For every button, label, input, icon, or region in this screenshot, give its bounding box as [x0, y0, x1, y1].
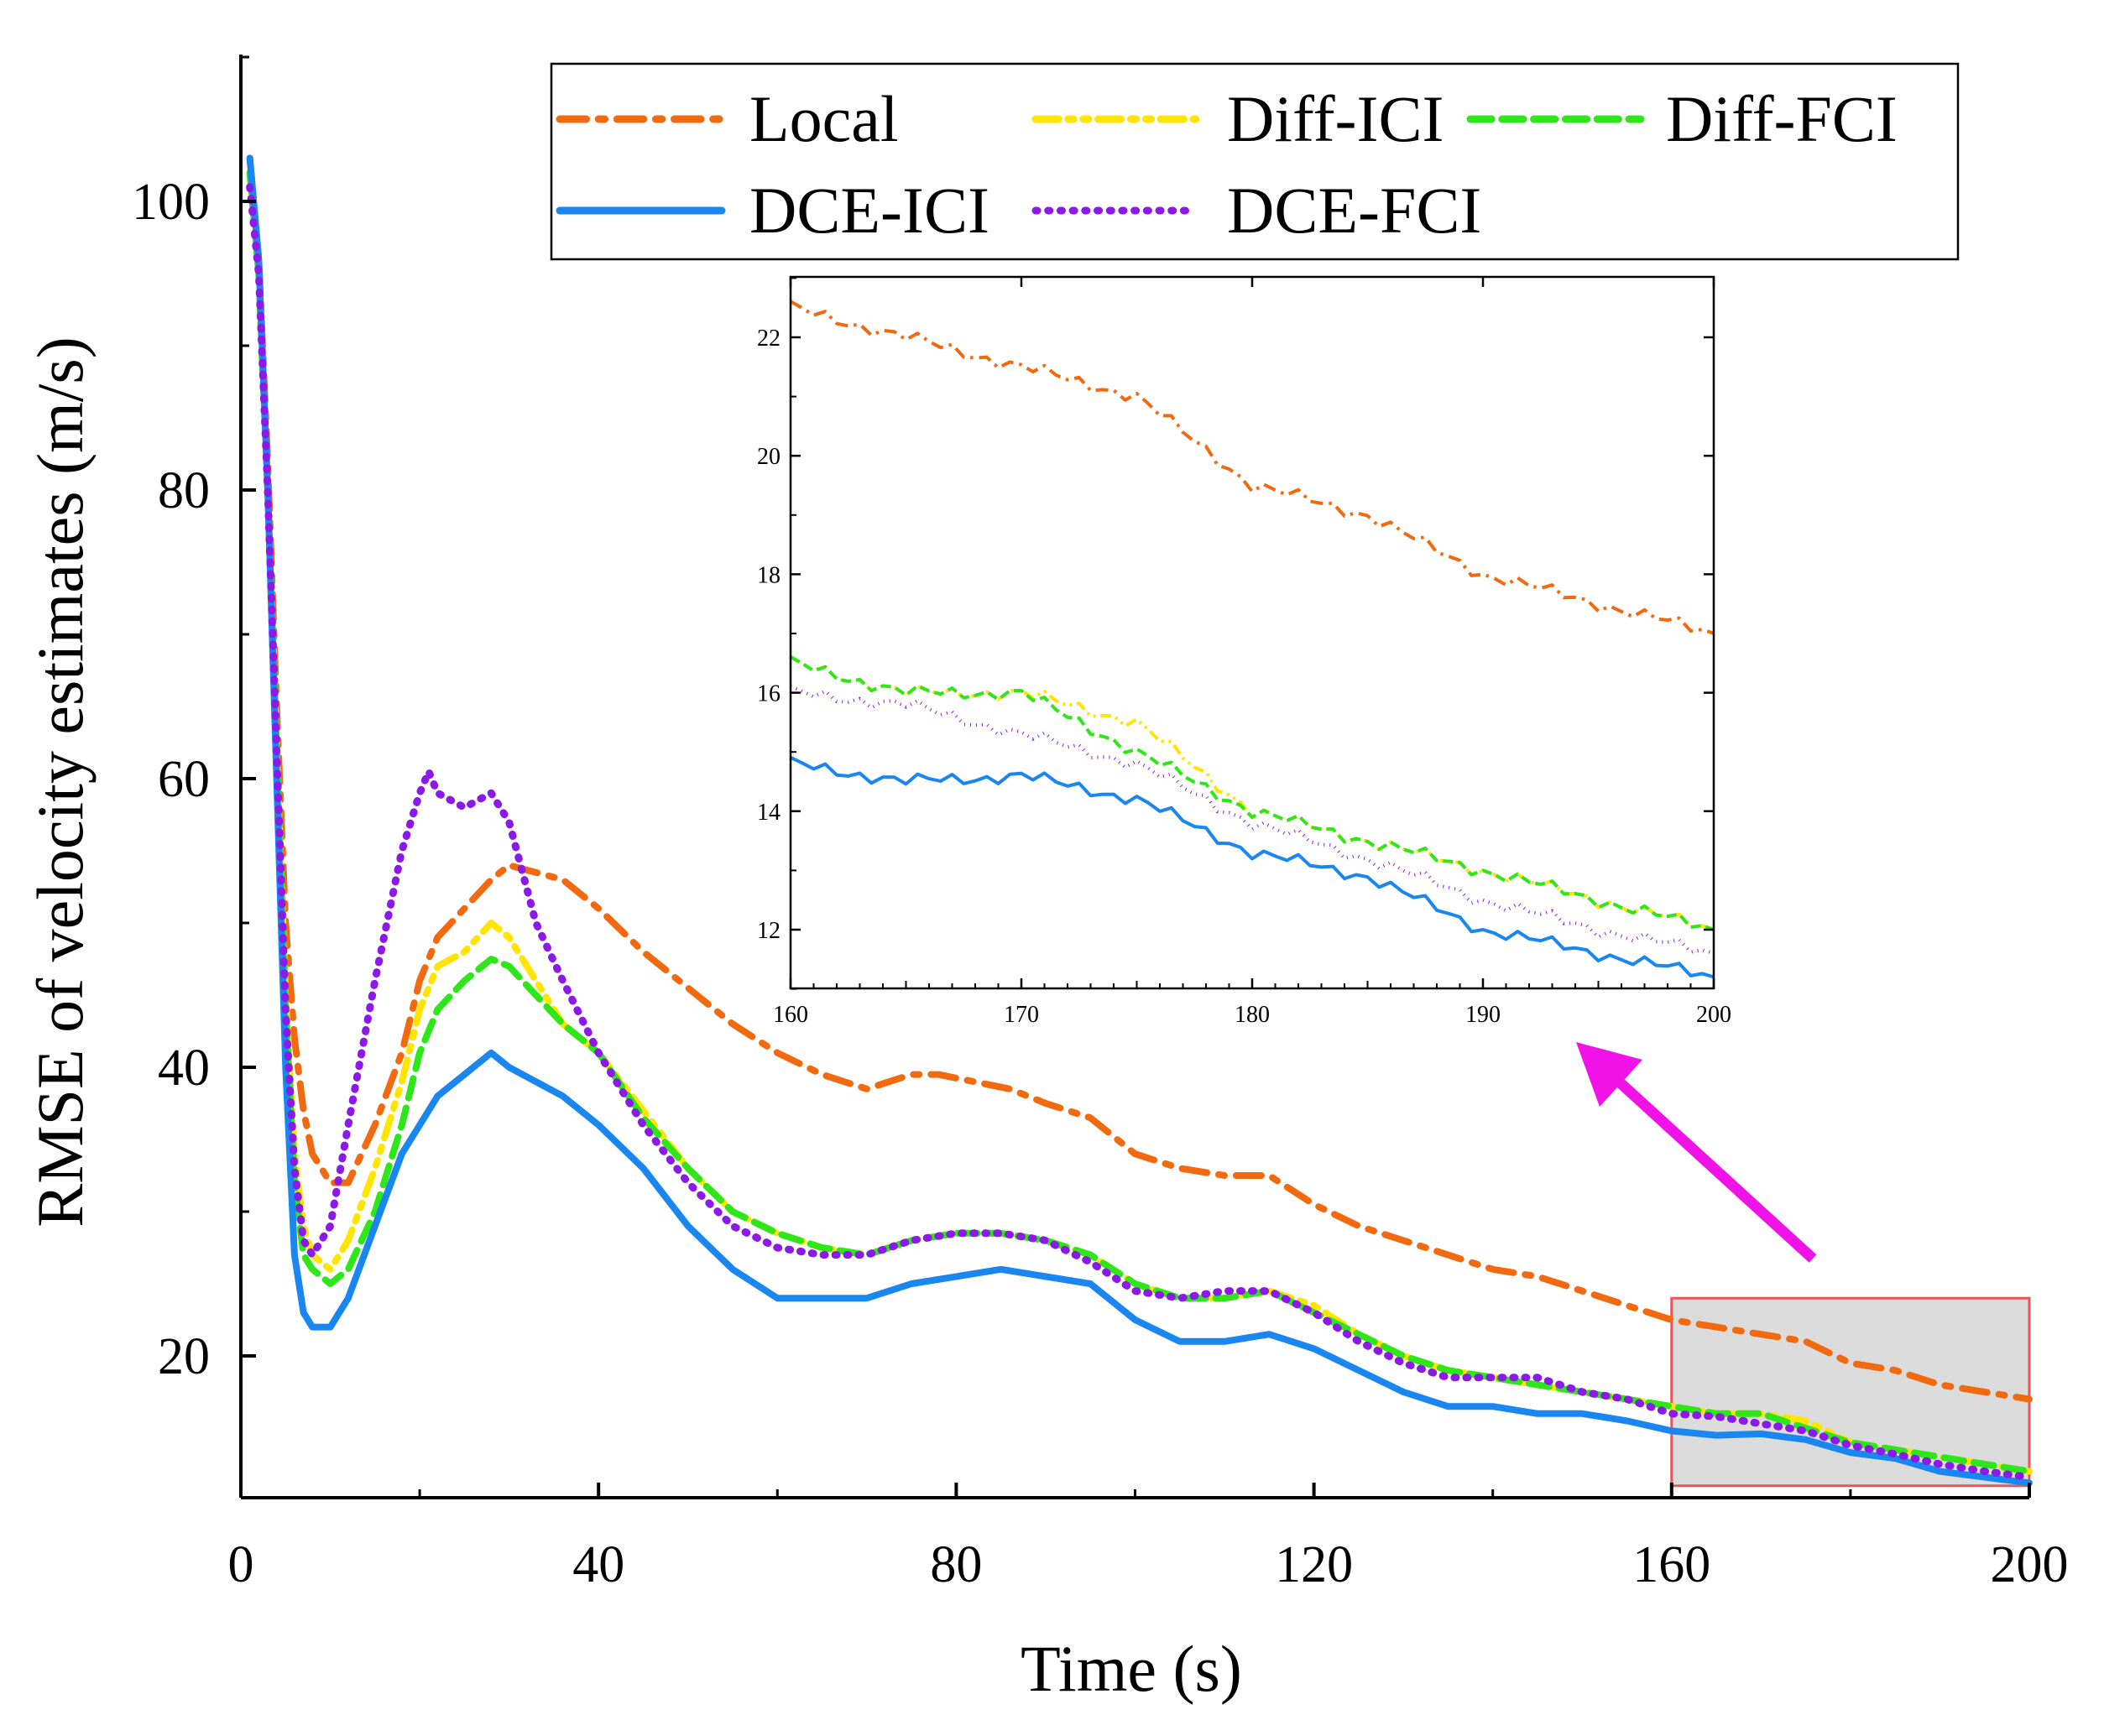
legend-label-diff-fci: Diff-FCI [1666, 82, 1898, 155]
x-tick-label: 160 [1632, 1536, 1710, 1593]
legend-label-local: Local [749, 82, 899, 155]
legend-label-dce-fci: DCE-FCI [1227, 174, 1481, 247]
legend: Local Diff-ICI Diff-FCI DCE-ICI DCE-FCI [550, 62, 1960, 261]
inset-y-tick-label: 18 [757, 562, 781, 588]
inset-y-tick-label: 20 [757, 444, 781, 470]
legend-label-dce-ici: DCE-ICI [749, 174, 989, 247]
inset-y-tick-label: 16 [757, 681, 781, 707]
inset-x-tick-label: 180 [1235, 1002, 1270, 1028]
inset-x-tick-label: 160 [773, 1002, 808, 1028]
inset-series-line-diff-fci [791, 655, 1714, 931]
x-tick-label: 80 [930, 1536, 982, 1593]
inset-y-tick-label: 22 [757, 326, 781, 352]
y-tick-label: 20 [158, 1328, 210, 1385]
x-tick-label: 0 [228, 1536, 254, 1593]
series-line-dce-ici [246, 154, 2033, 1487]
legend-label-diff-ici: Diff-ICI [1227, 82, 1444, 155]
y-axis-label: RMSE of velocity estimates (m/s) [23, 336, 97, 1228]
inset-x-tick-label: 200 [1696, 1002, 1731, 1028]
series-line-dce-fci [246, 183, 2034, 1481]
y-tick-label: 100 [132, 174, 210, 231]
inset-series-line-dce-ici [791, 755, 1714, 979]
zoom-arrow-layer [1576, 1042, 1817, 1263]
zoom-arrow-head [1576, 1042, 1642, 1107]
x-tick-label: 200 [1991, 1536, 2069, 1593]
x-tick-label: 40 [572, 1536, 624, 1593]
inset-series-line-dce-fci [791, 685, 1714, 955]
x-tick-label: 120 [1275, 1536, 1353, 1593]
inset-y-tick-label: 14 [757, 800, 781, 826]
inset-background [791, 277, 1714, 988]
inset-series-layer [791, 300, 1714, 979]
inset-chart: 160 170 180 190 200 12 14 16 18 20 22 [757, 275, 1731, 1028]
inset-y-tick-label: 12 [757, 918, 781, 944]
zoom-arrow-shaft [1616, 1078, 1817, 1263]
y-tick-label: 40 [158, 1040, 210, 1097]
main-series-layer [246, 154, 2034, 1487]
x-axis-label: Time (s) [1021, 1632, 1242, 1705]
main-axes: 0 40 80 120 160 200 20 40 60 80 100 [132, 55, 2069, 1593]
inset-x-tick-label: 190 [1465, 1002, 1501, 1028]
legend-box [550, 62, 1960, 261]
y-tick-label: 60 [158, 751, 210, 808]
y-tick-label: 80 [158, 462, 210, 519]
inset-x-tick-label: 170 [1004, 1002, 1039, 1028]
series-line-local [246, 154, 2033, 1403]
